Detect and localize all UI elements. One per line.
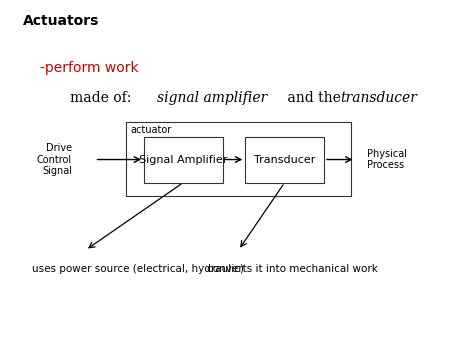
Bar bbox=[144, 137, 223, 183]
Text: Signal Amplifier: Signal Amplifier bbox=[139, 155, 228, 165]
Bar bbox=[126, 122, 351, 196]
Bar bbox=[245, 137, 324, 183]
Text: Transducer: Transducer bbox=[254, 155, 315, 165]
Text: Drive
Control
Signal: Drive Control Signal bbox=[37, 143, 72, 176]
Text: Actuators: Actuators bbox=[22, 14, 99, 27]
Text: transducer: transducer bbox=[340, 91, 417, 105]
Text: converts it into mechanical work: converts it into mechanical work bbox=[207, 264, 378, 274]
Text: and the: and the bbox=[283, 91, 345, 105]
Text: signal amplifier: signal amplifier bbox=[157, 91, 267, 105]
Text: made of:: made of: bbox=[70, 91, 135, 105]
Text: uses power source (electrical, hydraulic): uses power source (electrical, hydraulic… bbox=[32, 264, 243, 274]
Text: -perform work: -perform work bbox=[40, 61, 139, 75]
Text: actuator: actuator bbox=[130, 125, 172, 135]
Text: Physical
Process: Physical Process bbox=[367, 149, 407, 170]
